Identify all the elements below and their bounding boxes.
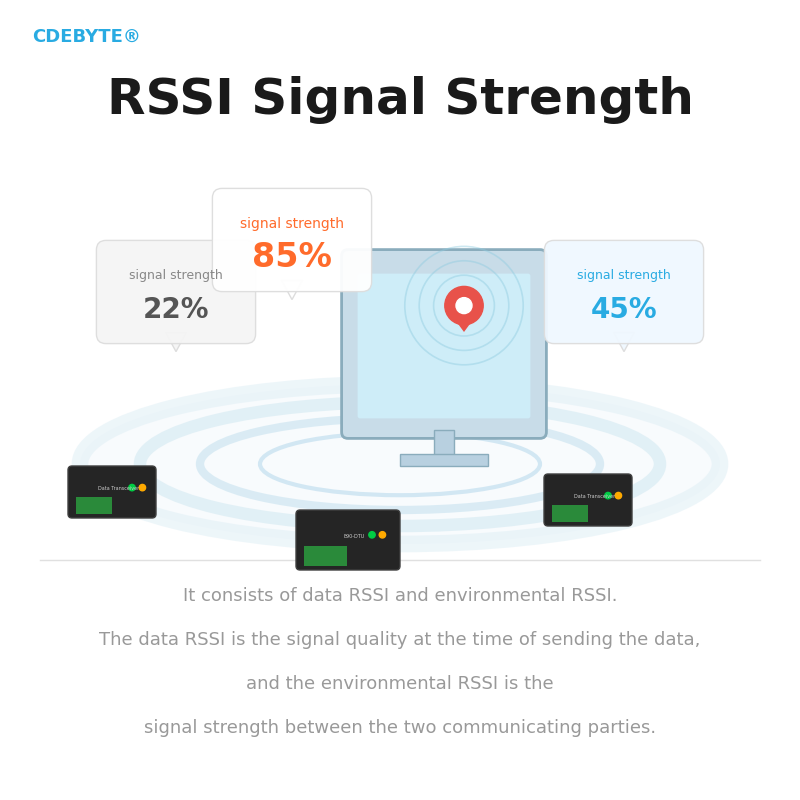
Text: E90-DTU: E90-DTU [344, 534, 365, 539]
Circle shape [605, 493, 611, 499]
Bar [76, 498, 112, 514]
FancyBboxPatch shape [342, 250, 546, 438]
FancyBboxPatch shape [544, 240, 704, 344]
Circle shape [456, 298, 472, 314]
Polygon shape [166, 333, 186, 352]
Ellipse shape [80, 384, 720, 544]
Circle shape [129, 484, 135, 490]
Circle shape [369, 532, 375, 538]
Text: signal strength: signal strength [577, 270, 671, 282]
FancyBboxPatch shape [212, 189, 371, 292]
FancyBboxPatch shape [97, 240, 256, 344]
Text: The data RSSI is the signal quality at the time of sending the data,: The data RSSI is the signal quality at t… [99, 631, 701, 649]
Polygon shape [282, 280, 302, 300]
Text: 85%: 85% [252, 241, 332, 274]
Circle shape [379, 532, 386, 538]
Text: 45%: 45% [590, 296, 658, 323]
FancyBboxPatch shape [68, 466, 156, 518]
Bar [552, 506, 588, 522]
FancyBboxPatch shape [296, 510, 400, 570]
FancyBboxPatch shape [544, 474, 632, 526]
Text: signal strength: signal strength [240, 217, 344, 231]
Circle shape [445, 286, 483, 325]
Text: signal strength between the two communicating parties.: signal strength between the two communic… [144, 719, 656, 737]
Text: signal strength: signal strength [129, 270, 223, 282]
Text: and the environmental RSSI is the: and the environmental RSSI is the [246, 675, 554, 693]
Text: Data Transceiver: Data Transceiver [98, 486, 139, 491]
FancyBboxPatch shape [358, 274, 530, 418]
Circle shape [615, 493, 622, 499]
Polygon shape [453, 317, 475, 332]
Bar [434, 430, 454, 456]
Polygon shape [614, 333, 634, 352]
Text: RSSI Signal Strength: RSSI Signal Strength [106, 76, 694, 124]
Text: It consists of data RSSI and environmental RSSI.: It consists of data RSSI and environment… [182, 587, 618, 605]
Bar [400, 454, 488, 466]
Text: CDEBYTE®: CDEBYTE® [32, 28, 141, 46]
Bar [304, 546, 347, 566]
Text: 22%: 22% [142, 296, 210, 323]
Circle shape [139, 484, 146, 490]
Text: Data Transceiver: Data Transceiver [574, 494, 615, 499]
